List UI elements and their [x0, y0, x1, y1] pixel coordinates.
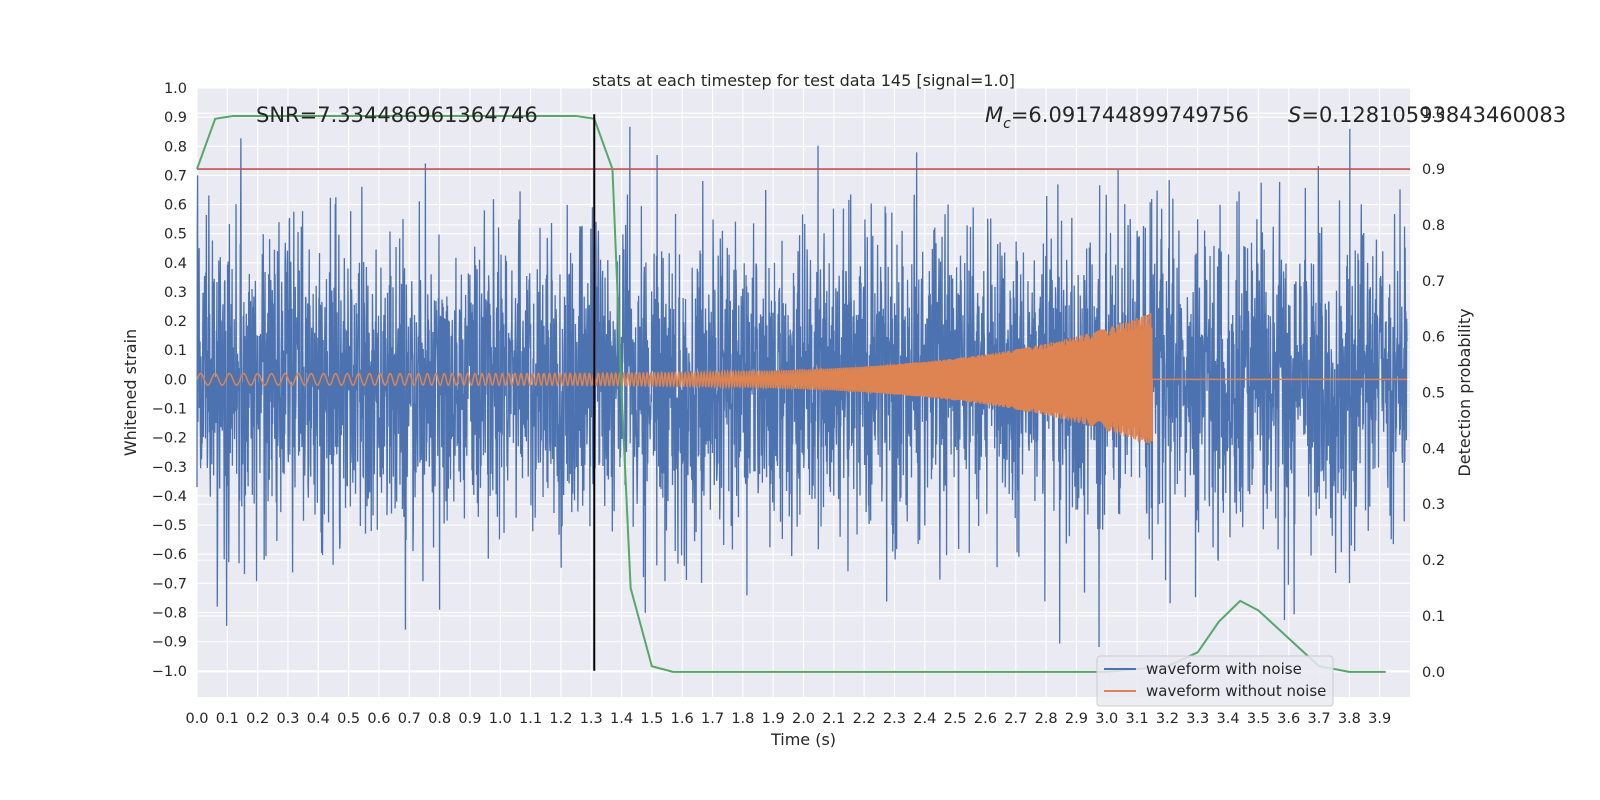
x-tick-label: 0.2: [246, 711, 269, 727]
x-tick-label: 0.3: [276, 711, 299, 727]
noisy-waveform-line: [196, 126, 1408, 647]
y-tick-label: 0.6: [164, 198, 187, 214]
y-tick-label: −0.3: [152, 460, 187, 476]
y2-tick-label: 0.3: [1422, 497, 1445, 513]
x-tick-label: 2.0: [792, 711, 815, 727]
chirp-mass-symbol: M: [985, 103, 1003, 127]
y-axis-label: Whitened strain: [121, 329, 140, 456]
x-tick-label: 3.8: [1338, 711, 1361, 727]
overlay-layer: [196, 114, 1410, 673]
x-tick-label: 1.3: [580, 711, 603, 727]
x-tick-label: 1.8: [731, 711, 754, 727]
clean-waveform-layer: [196, 313, 1407, 444]
y-tick-label: −0.2: [152, 431, 187, 447]
x-tick-label: 3.7: [1307, 711, 1330, 727]
x-tick-label: 2.2: [853, 711, 876, 727]
x-tick-label: 2.9: [1065, 711, 1088, 727]
x-tick-label: 3.2: [1156, 711, 1179, 727]
x-tick-label: 0.9: [458, 711, 481, 727]
y2-tick-label: 0.9: [1422, 162, 1445, 178]
x-tick-label: 0.5: [337, 711, 360, 727]
y2-tick-label: 0.1: [1422, 609, 1445, 625]
y-tick-label: 0.3: [164, 285, 187, 301]
legend: waveform with noise waveform without noi…: [1096, 655, 1334, 707]
x-tick-label: 2.6: [974, 711, 997, 727]
x-tick-label: 1.9: [762, 711, 785, 727]
y-tick-label: 0.9: [164, 110, 187, 126]
y2-tick-label: 0.5: [1422, 386, 1445, 402]
x-tick-label: 3.5: [1247, 711, 1270, 727]
y-tick-label: 0.1: [164, 343, 187, 359]
snr-annotation: SNR=7.334486961364746: [256, 103, 538, 127]
chart-title: stats at each timestep for test data 145…: [592, 71, 1015, 90]
y2-tick-label: 0.4: [1422, 441, 1445, 457]
y-tick-label: −0.8: [152, 605, 187, 621]
x-tick-label: 1.0: [489, 711, 512, 727]
clean-waveform-line: [196, 313, 1407, 444]
y-tick-label: −0.6: [152, 547, 187, 563]
y-tick-label: −0.4: [152, 489, 187, 505]
x-tick-label: 0.8: [428, 711, 451, 727]
noisy-waveform-layer: [196, 126, 1408, 647]
x-tick-label: 2.4: [913, 711, 936, 727]
y2-axis-label: Detection probability: [1455, 308, 1474, 476]
x-tick-label: 3.0: [1095, 711, 1118, 727]
chirp-mass-annotation: Mc=6.091744899749756: [985, 103, 1249, 132]
spin-symbol: S: [1288, 103, 1301, 127]
y2-tick-label: 0.8: [1422, 218, 1445, 234]
x-tick-label: 3.4: [1217, 711, 1240, 727]
x-tick-label: 0.0: [185, 711, 208, 727]
y-tick-label: 0.8: [164, 139, 187, 155]
x-tick-label: 2.8: [1035, 711, 1058, 727]
detection-probability-line: [196, 114, 1386, 673]
x-tick-label: 1.6: [671, 711, 694, 727]
chirp-mass-value: =6.091744899749756: [1011, 103, 1249, 127]
y2-tick-label: 1.0: [1422, 106, 1445, 122]
x-tick-label: 0.4: [307, 711, 330, 727]
y-tick-label: 0.4: [164, 256, 187, 272]
y-tick-label: 0.2: [164, 314, 187, 330]
spin-value: =0.12810593843460083: [1301, 103, 1566, 127]
y-tick-label: 0.7: [164, 168, 187, 184]
y2-tick-label: 0.7: [1422, 274, 1445, 290]
x-tick-label: 1.5: [640, 711, 663, 727]
x-tick-label: 2.3: [883, 711, 906, 727]
x-tick-label: 0.6: [367, 711, 390, 727]
y-tick-label: 0.5: [164, 227, 187, 243]
x-tick-label: 1.4: [610, 711, 633, 727]
x-tick-label: 0.1: [216, 711, 239, 727]
x-tick-label: 1.1: [519, 711, 542, 727]
x-tick-label: 3.6: [1277, 711, 1300, 727]
x-tick-label: 3.1: [1126, 711, 1149, 727]
tick-layer: 0.0 0.1 0.2 0.3 0.4 0.5 0.6 0.7 0.8 0.9 1.0 1.1 1.2 1…: [152, 81, 1445, 727]
x-tick-label: 1.2: [549, 711, 572, 727]
legend-label-clean: waveform without noise: [1146, 682, 1326, 700]
x-tick-label: 2.1: [822, 711, 845, 727]
chirp-mass-subscript: c: [1003, 116, 1011, 132]
x-tick-label: 3.9: [1368, 711, 1391, 727]
y-tick-label: −1.0: [152, 664, 187, 680]
y-tick-label: −0.5: [152, 518, 187, 534]
y-tick-label: 1.0: [164, 81, 187, 97]
x-tick-label: 2.7: [1004, 711, 1027, 727]
y2-tick-label: 0.2: [1422, 553, 1445, 569]
y-tick-label: 0.0: [164, 372, 187, 388]
spin-annotation: S=0.12810593843460083: [1288, 103, 1566, 127]
legend-box: [1096, 655, 1334, 707]
y-tick-label: −0.7: [152, 576, 187, 592]
x-tick-label: 2.5: [944, 711, 967, 727]
x-tick-label: 1.7: [701, 711, 724, 727]
x-axis-label: Time (s): [770, 730, 836, 749]
x-tick-label: 0.7: [398, 711, 421, 727]
y-tick-label: −0.1: [152, 402, 187, 418]
y2-tick-label: 0.0: [1422, 665, 1445, 681]
legend-label-noisy: waveform with noise: [1146, 660, 1302, 678]
y-tick-label: −0.9: [152, 635, 187, 651]
x-tick-label: 3.3: [1186, 711, 1209, 727]
y2-tick-label: 0.6: [1422, 330, 1445, 346]
